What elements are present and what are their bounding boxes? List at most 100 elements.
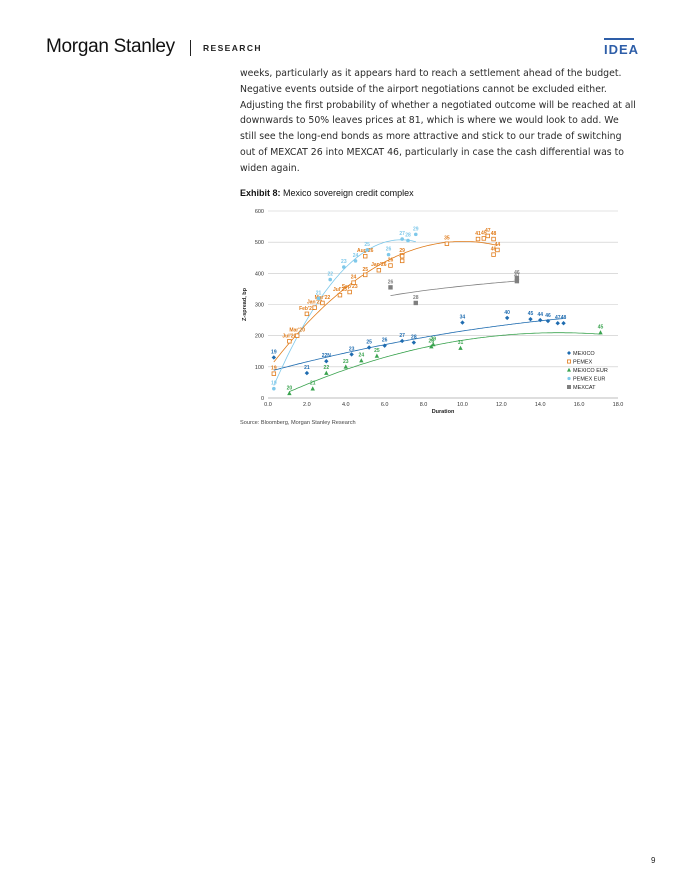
research-label: RESEARCH — [203, 43, 262, 53]
exhibit-label: Exhibit 8: — [240, 188, 281, 198]
point-pemex — [347, 289, 352, 295]
legend-marker-pemex — [566, 359, 571, 364]
point-mexico-eur — [343, 364, 348, 369]
point-mexico — [349, 352, 354, 357]
point-mexcat — [514, 275, 520, 281]
y-tick-label: 200 — [255, 334, 264, 340]
data-label: 23 — [341, 259, 347, 265]
trend-line-pemex — [273, 241, 498, 363]
point-pemex-eur — [386, 252, 391, 257]
header-divider — [190, 40, 191, 56]
data-label: 40 — [504, 310, 510, 316]
x-tick-label: 6.0 — [381, 402, 389, 408]
point-mexico — [324, 359, 329, 364]
data-label: 22N — [322, 353, 332, 359]
exhibit-title: Exhibit 8: Mexico sovereign credit compl… — [240, 188, 414, 198]
point-mexico — [460, 320, 465, 325]
point-pemex — [475, 236, 481, 242]
data-label: Sep'23 — [342, 284, 358, 290]
y-tick-label: 300 — [255, 303, 264, 309]
data-label: 23 — [349, 346, 355, 352]
data-label: 31 — [458, 340, 464, 346]
data-label: 44 — [495, 242, 501, 248]
data-label: Jan'26 — [371, 262, 387, 268]
data-label: 22 — [324, 365, 330, 371]
point-pemex — [376, 268, 382, 273]
data-label: 26 — [382, 338, 388, 344]
data-label: 25 — [366, 340, 372, 346]
data-label: Mar'20 — [289, 328, 305, 334]
x-tick-label: 16.0 — [574, 402, 585, 408]
data-label: 19 — [271, 366, 277, 372]
point-mexcat — [388, 285, 393, 290]
point-pemex — [337, 292, 343, 298]
data-label: Aug'26 — [357, 248, 374, 254]
body-paragraph: weeks, particularly as it appears hard t… — [240, 68, 636, 174]
data-label: 26 — [388, 258, 394, 264]
data-label: 29 — [430, 336, 436, 342]
point-pemex — [485, 233, 490, 239]
data-label: Mar'22 — [315, 295, 331, 301]
trend-line-mexcat — [390, 280, 515, 296]
point-pemex-eur — [365, 248, 369, 252]
idea-badge: IDEA — [604, 42, 640, 57]
idea-accent-bar — [604, 38, 634, 40]
data-label: 46 — [545, 313, 551, 319]
point-mexico-eur — [458, 345, 463, 350]
data-label: 41 — [475, 231, 481, 237]
chart-axes: 0 100 200 300 400 500 600 0.0 2.0 4.0 6.0 8.0 10.0 12… — [242, 209, 623, 415]
page-number: 9 — [651, 856, 656, 865]
data-label: Jul'20 — [282, 333, 296, 339]
point-pemex-eur — [353, 259, 358, 263]
point-mexico — [545, 318, 551, 324]
data-label: 19 — [271, 349, 277, 355]
exhibit-caption: Mexico sovereign credit complex — [283, 188, 414, 198]
point-pemex — [491, 252, 496, 257]
data-label: 35 — [444, 236, 450, 242]
data-label: 24 — [353, 253, 359, 259]
data-label: 34 — [460, 315, 466, 321]
data-label: 47 — [555, 315, 561, 321]
x-tick-label: 14.0 — [535, 402, 546, 408]
legend-label: PEMEX — [573, 360, 593, 366]
data-label: 46 — [514, 270, 520, 276]
y-tick-label: 0 — [261, 396, 264, 402]
source-note: Source: Bloomberg, Morgan Stanley Resear… — [240, 420, 356, 426]
point-pemex — [399, 258, 405, 264]
data-label: 48 — [491, 231, 497, 237]
data-label: 26 — [388, 279, 394, 285]
x-tick-label: 12.0 — [496, 402, 507, 408]
data-label: 21 — [316, 290, 322, 296]
point-pemex-eur — [316, 296, 321, 301]
x-tick-label: 8.0 — [420, 402, 428, 408]
point-mexcat — [413, 300, 418, 306]
data-label: Jul'23 — [333, 287, 347, 293]
point-mexico — [504, 315, 510, 321]
data-label: 26 — [386, 247, 392, 253]
x-tick-label: 4.0 — [342, 402, 350, 408]
data-label: 28 — [413, 295, 419, 301]
legend-marker-pemex-eur — [567, 376, 571, 381]
data-label: 29 — [399, 248, 405, 254]
y-axis-title: Z-spread, bp — [242, 287, 248, 321]
data-label: 25 — [362, 267, 368, 273]
data-label: 45 — [598, 325, 604, 331]
point-mexico — [528, 316, 533, 322]
data-label: 21 — [310, 381, 316, 387]
morgan-stanley-logo: Morgan Stanley — [46, 36, 175, 57]
point-mexico-eur — [374, 353, 380, 358]
data-label: 28 — [411, 335, 417, 341]
point-pemex — [312, 305, 317, 310]
point-pemex — [320, 300, 325, 306]
x-tick-label: 18.0 — [613, 402, 624, 408]
legend-label: PEMEX EUR — [573, 377, 605, 383]
point-mexico-eur — [324, 370, 329, 375]
point-mexico-eur — [598, 330, 603, 335]
x-tick-label: 10.0 — [457, 402, 468, 408]
y-tick-label: 400 — [255, 271, 264, 277]
data-label: 23 — [343, 359, 349, 365]
point-mexico-eur — [359, 358, 364, 363]
data-label: 29 — [413, 226, 419, 232]
x-axis-title: Duration — [432, 409, 455, 415]
data-label: 28 — [429, 339, 435, 345]
